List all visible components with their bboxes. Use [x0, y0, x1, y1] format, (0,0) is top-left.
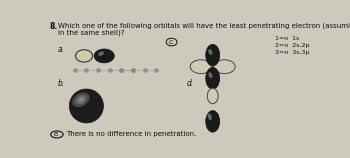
Ellipse shape	[206, 67, 220, 89]
Text: a.: a.	[58, 45, 65, 54]
Ellipse shape	[207, 88, 218, 104]
Ellipse shape	[72, 92, 90, 107]
Text: c.: c.	[169, 39, 175, 45]
Text: b.: b.	[58, 79, 65, 88]
Ellipse shape	[76, 50, 93, 62]
Ellipse shape	[98, 52, 104, 56]
Ellipse shape	[75, 95, 86, 104]
Text: d.: d.	[187, 79, 194, 88]
Text: 8.: 8.	[50, 22, 58, 31]
Ellipse shape	[208, 113, 212, 120]
Ellipse shape	[208, 72, 212, 78]
Ellipse shape	[78, 97, 84, 102]
Circle shape	[69, 89, 104, 123]
Text: e.: e.	[54, 131, 60, 137]
Text: 1=n  1s
2=n  2s,2p
3=n  3s,3p: 1=n 1s 2=n 2s,2p 3=n 3s,3p	[275, 36, 309, 55]
Ellipse shape	[208, 49, 212, 55]
Ellipse shape	[214, 60, 235, 74]
Ellipse shape	[206, 44, 220, 66]
Ellipse shape	[206, 111, 220, 132]
Ellipse shape	[94, 49, 114, 63]
Text: Which one of the following orbitals will have the least penetrating electron (as: Which one of the following orbitals will…	[58, 22, 350, 36]
Text: There is no difference in penetration.: There is no difference in penetration.	[66, 131, 197, 137]
Ellipse shape	[190, 60, 212, 74]
